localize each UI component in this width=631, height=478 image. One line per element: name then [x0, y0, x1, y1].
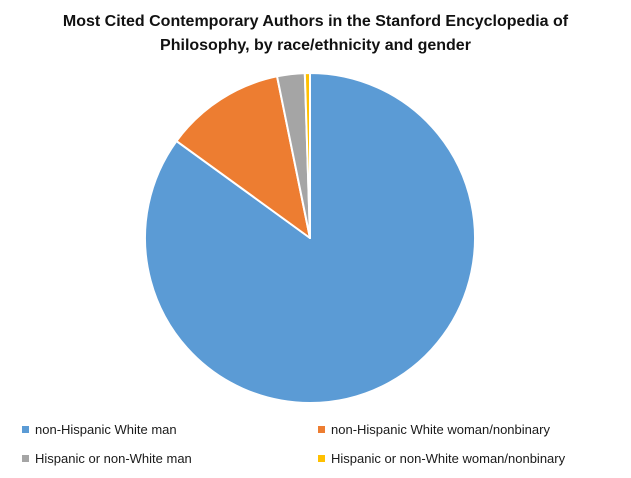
pie-slice-hispanic-or-non-white-woman-nonbinary: [303, 71, 311, 239]
chart-title-line-2: Philosophy, by race/ethnicity and gender: [160, 37, 471, 54]
chart-title-line-1: Most Cited Contemporary Authors in the S…: [62, 13, 569, 30]
pie-slice-non-hispanic-white-woman-nonbinary: [175, 75, 311, 239]
chart-title: Most Cited Contemporary Authors in the S…: [0, 10, 631, 58]
